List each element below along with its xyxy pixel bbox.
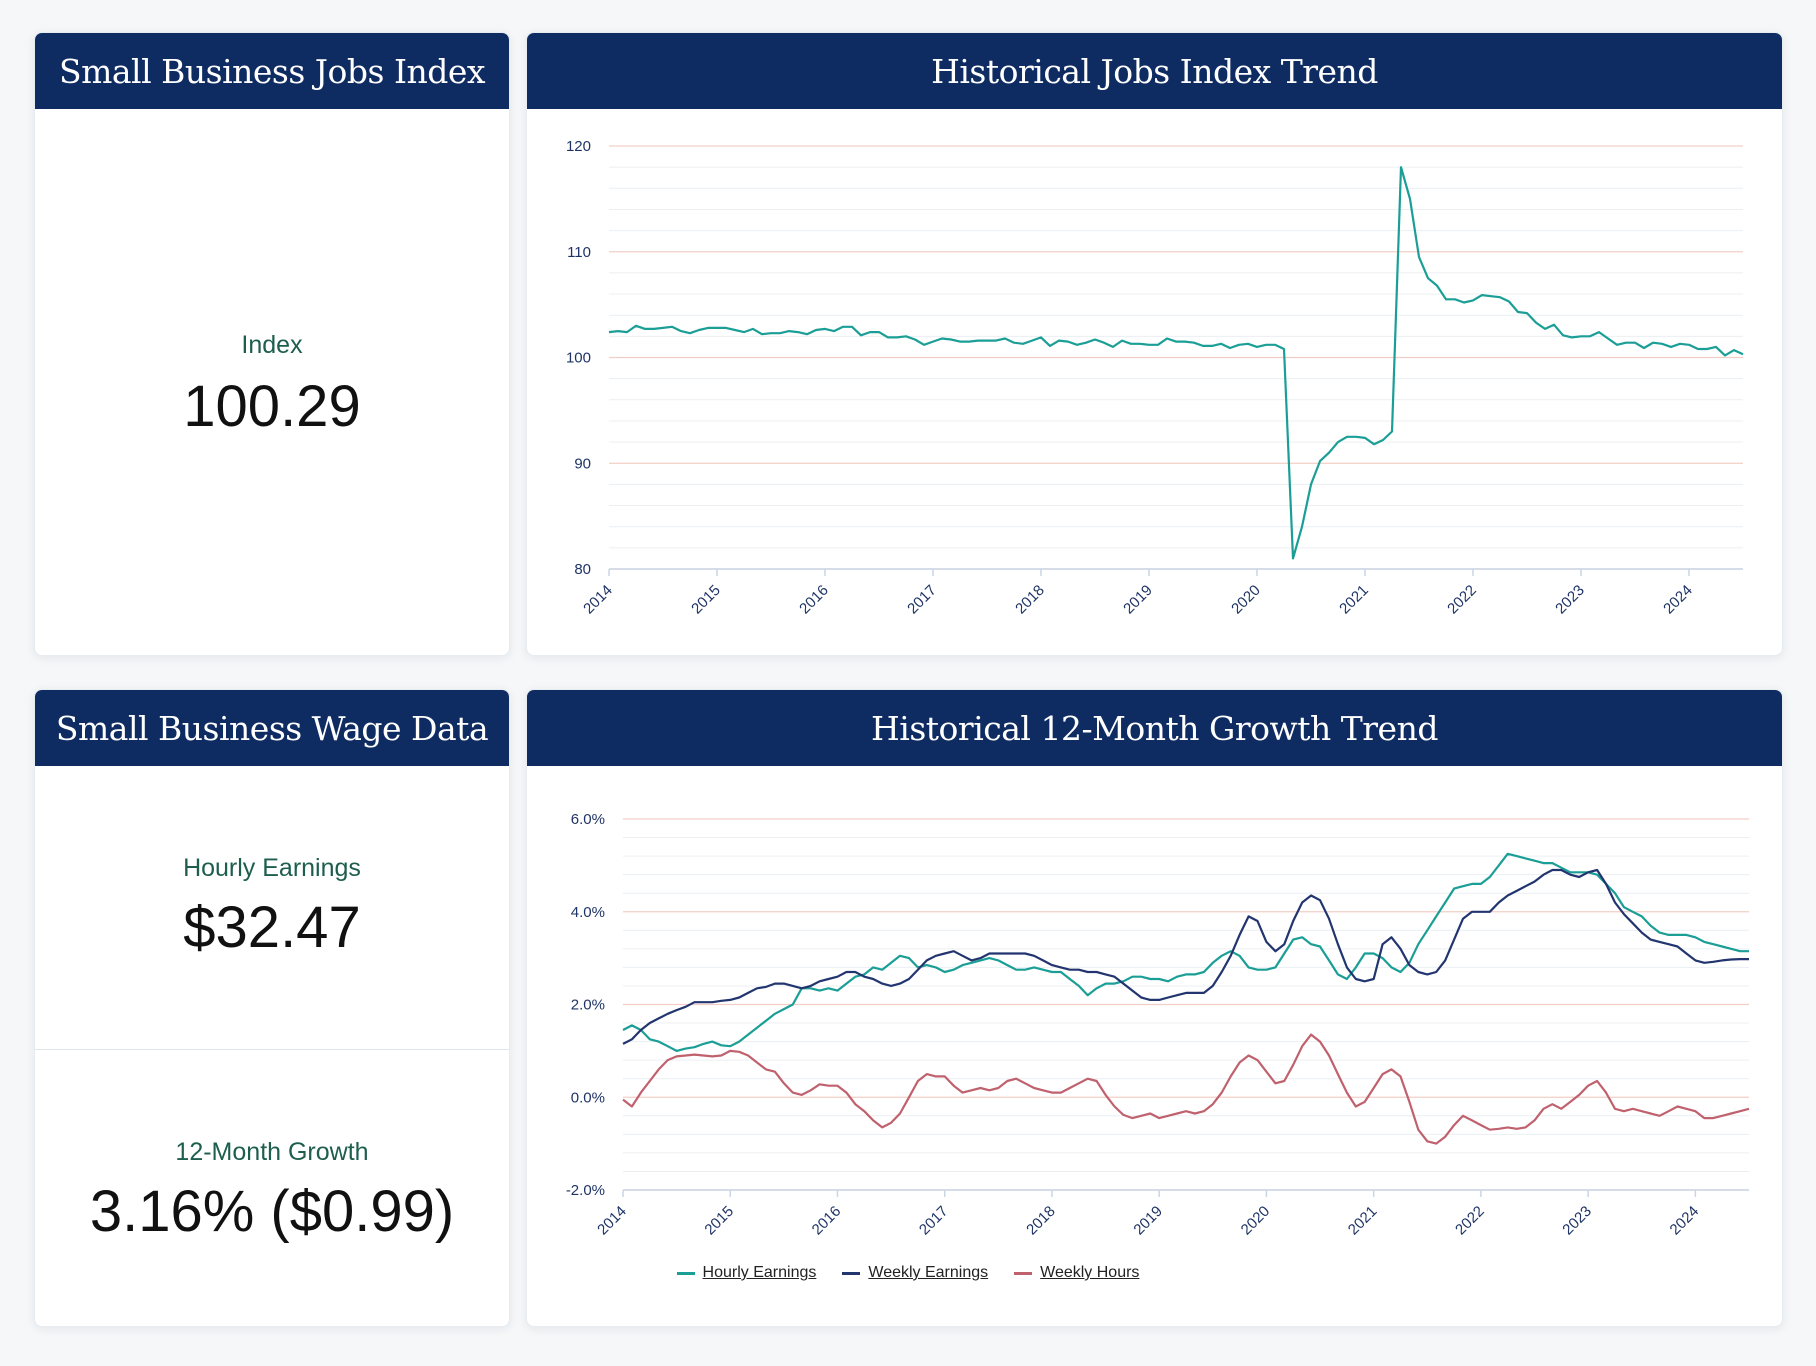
- growth-trend-card: Historical 12-Month Growth Trend -2.0% 0.…: [526, 689, 1783, 1327]
- x-tick-label: 2023: [1552, 582, 1588, 618]
- x-tick-label: 2017: [904, 582, 940, 618]
- series-line-jobs-index: [608, 166, 1744, 560]
- x-tick-label: 2024: [1667, 1203, 1703, 1239]
- x-tick-label: 2024: [1660, 582, 1696, 618]
- y-tick-label: 90: [574, 455, 591, 472]
- y-tick-label: 80: [574, 561, 591, 578]
- index-label: Index: [241, 331, 303, 359]
- series-line-hourly-earnings: [622, 852, 1749, 1052]
- x-tick-label: 2014: [580, 582, 616, 618]
- legend-label: Hourly Earnings: [702, 1264, 817, 1281]
- legend-hourly-earnings[interactable]: Hourly Earnings: [676, 1264, 817, 1282]
- divider: [35, 1049, 509, 1050]
- series-line-weekly-hours: [622, 1033, 1750, 1145]
- x-tick-label: 2019: [1130, 1203, 1166, 1239]
- y-tick-label: 0.0%: [571, 1089, 605, 1106]
- growth-value: 3.16% ($0.99): [89, 1179, 455, 1244]
- hourly-earnings-value: $32.47: [183, 895, 361, 960]
- series-line-weekly-earnings: [622, 868, 1749, 1045]
- x-tick-label: 2018: [1023, 1203, 1059, 1239]
- legend-weekly-hours[interactable]: Weekly Hours: [1014, 1264, 1139, 1282]
- legend-label: Weekly Earnings: [868, 1264, 989, 1281]
- growth-label: 12-Month Growth: [175, 1138, 369, 1166]
- x-tick-label: 2022: [1452, 1203, 1488, 1239]
- chart-legend: Hourly Earnings Weekly Earnings Weekly H…: [0, 1264, 1816, 1282]
- x-tick-label: 2021: [1336, 582, 1372, 618]
- y-tick-label: -2.0%: [566, 1182, 605, 1199]
- hourly-earnings-label: Hourly Earnings: [183, 854, 361, 882]
- legend-swatch: [842, 1271, 861, 1275]
- x-tick-label: 2017: [916, 1203, 952, 1239]
- wage-data-card: Small Business Wage Data Hourly Earnings…: [34, 689, 510, 1327]
- legend-swatch: [676, 1271, 695, 1275]
- jobs-index-card: Small Business Jobs Index Index 100.29: [34, 32, 510, 656]
- legend-swatch: [1014, 1271, 1033, 1275]
- x-tick-label: 2016: [796, 582, 832, 618]
- y-tick-label: 100: [566, 350, 591, 367]
- x-tick-label: 2020: [1228, 582, 1264, 618]
- jobs-trend-title: Historical Jobs Index Trend: [527, 33, 1782, 109]
- x-tick-label: 2019: [1120, 582, 1156, 618]
- x-tick-label: 2021: [1345, 1203, 1381, 1239]
- x-tick-label: 2020: [1238, 1203, 1274, 1239]
- x-tick-label: 2016: [809, 1203, 845, 1239]
- jobs-index-chart: 80 90 100 110 120 2014 2015 2016 2017 2018 2019 202…: [566, 138, 1744, 618]
- jobs-index-card-title: Small Business Jobs Index: [35, 33, 509, 109]
- growth-trend-title: Historical 12-Month Growth Trend: [527, 690, 1782, 766]
- y-tick-label: 110: [567, 244, 591, 261]
- legend-label: Weekly Hours: [1040, 1264, 1140, 1281]
- wage-card-title: Small Business Wage Data: [35, 690, 509, 766]
- legend-weekly-earnings[interactable]: Weekly Earnings: [842, 1264, 988, 1282]
- x-tick-label: 2014: [594, 1203, 630, 1239]
- y-tick-label: 6.0%: [571, 811, 605, 828]
- x-tick-label: 2022: [1444, 582, 1480, 618]
- y-tick-label: 4.0%: [571, 904, 605, 921]
- index-value: 100.29: [183, 374, 361, 439]
- x-tick-label: 2023: [1559, 1203, 1595, 1239]
- y-tick-label: 2.0%: [571, 997, 605, 1014]
- y-tick-label: 120: [566, 138, 591, 155]
- jobs-trend-card: Historical Jobs Index Trend 80 90 100 110 12…: [526, 32, 1783, 656]
- x-tick-label: 2015: [688, 582, 724, 618]
- growth-chart: -2.0% 0.0% 2.0% 4.0% 6.0% 2014 2015 2016 2017 201…: [566, 811, 1750, 1239]
- x-tick-label: 2015: [701, 1203, 737, 1239]
- x-tick-label: 2018: [1012, 582, 1048, 618]
